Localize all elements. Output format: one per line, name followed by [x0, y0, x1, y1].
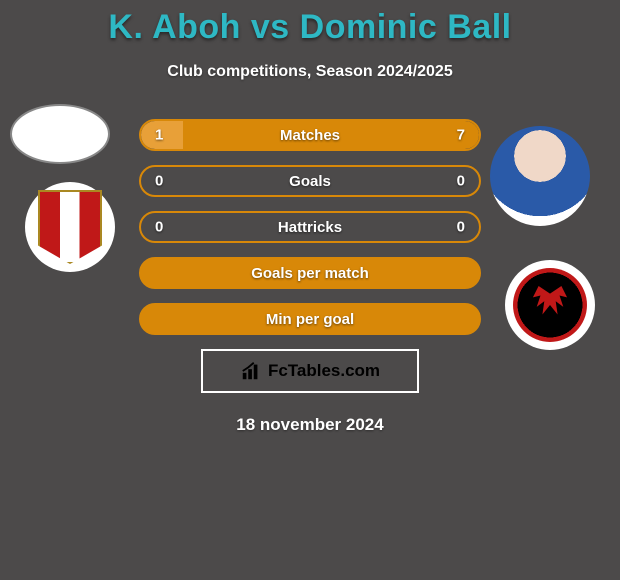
player-left-avatar	[10, 104, 110, 164]
stat-right-value: 7	[457, 127, 465, 144]
stat-left-value: 0	[155, 219, 163, 236]
stat-right-value: 0	[457, 219, 465, 236]
stat-row: Goals per match	[139, 257, 481, 289]
page-title: K. Aboh vs Dominic Ball	[0, 0, 620, 47]
stat-row: 0 0 Goals	[139, 165, 481, 197]
stat-label: Matches	[280, 127, 340, 144]
stat-label: Hattricks	[278, 219, 342, 236]
stats-container: 1 7 Matches 0 0 Goals 0 0 Hattricks Goals per mat…	[139, 119, 481, 335]
footer-brand-box: FcTables.com	[201, 349, 419, 393]
stat-row: Min per goal	[139, 303, 481, 335]
date-text: 18 november 2024	[0, 415, 620, 435]
footer-brand-text: FcTables.com	[268, 361, 380, 381]
subtitle: Club competitions, Season 2024/2025	[0, 63, 620, 81]
chart-icon	[240, 360, 262, 382]
stat-label: Goals	[289, 173, 331, 190]
stat-row: 0 0 Hattricks	[139, 211, 481, 243]
club-left-badge	[25, 182, 115, 272]
stat-row: 1 7 Matches	[139, 119, 481, 151]
stat-left-value: 1	[155, 127, 163, 144]
stat-label: Min per goal	[266, 311, 354, 328]
stat-label: Goals per match	[251, 265, 369, 282]
player-right-avatar	[490, 126, 590, 226]
stat-right-value: 0	[457, 173, 465, 190]
stat-left-value: 0	[155, 173, 163, 190]
club-right-badge	[505, 260, 595, 350]
